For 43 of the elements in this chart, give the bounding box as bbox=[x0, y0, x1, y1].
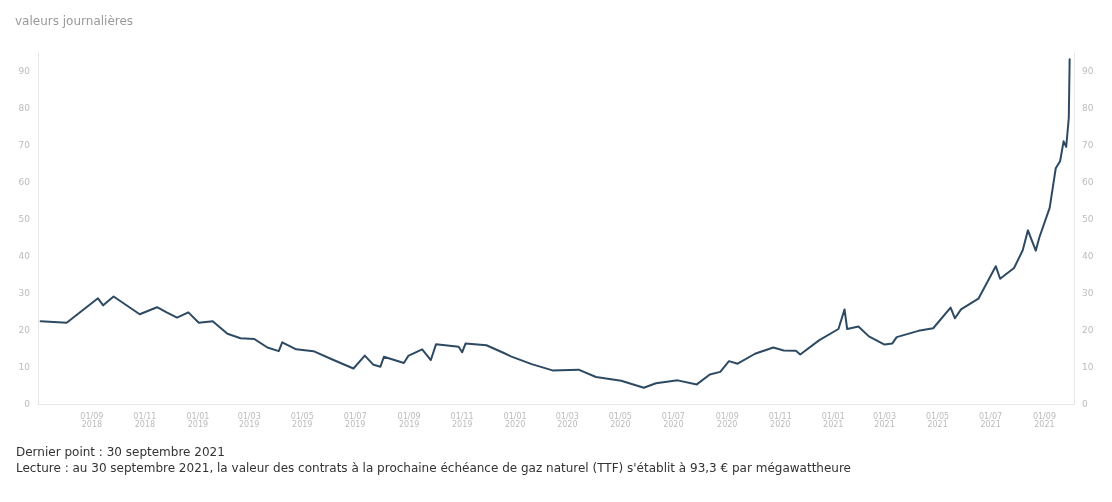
x-tick-label: 01/09 2019 bbox=[397, 411, 421, 429]
x-tick-label: 01/05 2021 bbox=[926, 411, 950, 429]
y-tick-label: 20 bbox=[18, 325, 31, 336]
y-tick-label: 30 bbox=[18, 288, 31, 299]
y2-tick-label: 90 bbox=[1082, 66, 1094, 77]
x-tick-label: 01/09 2018 bbox=[80, 411, 104, 429]
y-tick-label: 10 bbox=[18, 362, 31, 373]
x-tick-label: 01/07 2019 bbox=[343, 411, 367, 429]
x-tick-label: 01/09 2020 bbox=[715, 411, 739, 429]
y2-tick-label: 50 bbox=[1082, 214, 1094, 225]
x-tick-label: 01/01 2020 bbox=[503, 411, 527, 429]
y2-tick-label: 10 bbox=[1082, 362, 1094, 373]
y-tick-label: 60 bbox=[18, 177, 31, 188]
line-series bbox=[39, 58, 1071, 389]
x-tick-label: 01/03 2019 bbox=[237, 411, 261, 429]
x-tick-label: 01/11 2018 bbox=[133, 411, 157, 429]
text: Dernier point : 30 septembre 2021 bbox=[16, 445, 225, 459]
y2-tick-label: 0 bbox=[1082, 399, 1088, 409]
y-tick-label: 70 bbox=[18, 140, 31, 151]
x-tick-label: 01/07 2021 bbox=[979, 411, 1003, 429]
x-tick-label: 01/05 2020 bbox=[608, 411, 632, 429]
y2-tick-label: 30 bbox=[1082, 288, 1094, 299]
x-tick-label: 01/03 2020 bbox=[555, 411, 579, 429]
y2-tick-label: 70 bbox=[1082, 140, 1094, 151]
y-tick-label: 50 bbox=[18, 214, 31, 225]
x-tick-label: 01/09 2021 bbox=[1032, 411, 1056, 429]
x-tick-label: 01/01 2021 bbox=[821, 411, 845, 429]
x-tick-label: 01/11 2020 bbox=[768, 411, 792, 429]
y-tick-label: 90 bbox=[18, 66, 31, 77]
y2-tick-label: 60 bbox=[1082, 177, 1094, 188]
y2-tick-label: 40 bbox=[1082, 251, 1094, 262]
y-tick-label: 40 bbox=[18, 251, 31, 262]
chart-title: valeurs journalières bbox=[15, 14, 134, 28]
x-tick-label: 01/01 2019 bbox=[186, 411, 210, 429]
y2-tick-label: 20 bbox=[1082, 325, 1094, 336]
x-tick-label: 01/03 2021 bbox=[873, 411, 897, 429]
text: Lecture : au 30 septembre 2021, la valeur des contrats à la prochaine échéance de gaz naturel (TTF) s'établit à 93,3 € par mégawattheure bbox=[16, 461, 851, 475]
x-tick-label: 01/11 2019 bbox=[450, 411, 474, 429]
y-tick-label: 80 bbox=[18, 103, 31, 114]
x-tick-label: 01/05 2019 bbox=[290, 411, 314, 429]
y2-tick-label: 80 bbox=[1082, 103, 1094, 114]
x-tick-label: 01/07 2020 bbox=[661, 411, 685, 429]
y-tick-label: 0 bbox=[24, 399, 31, 409]
